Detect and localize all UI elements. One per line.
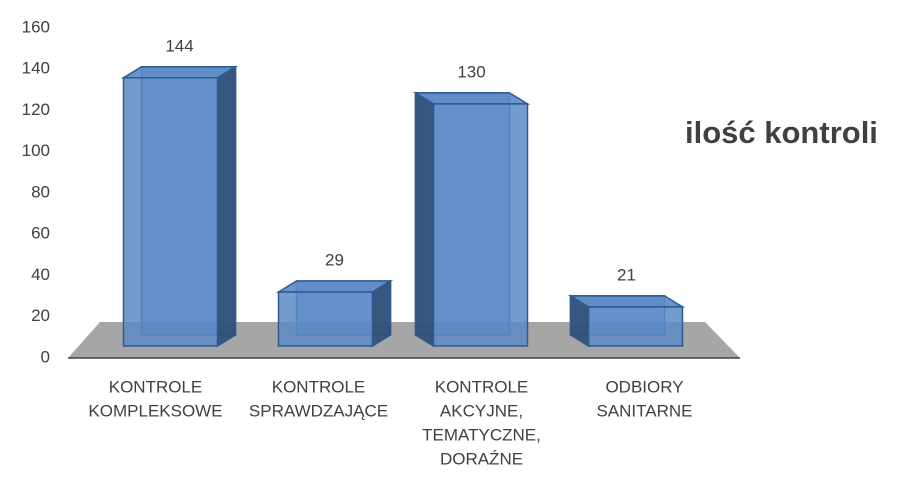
- bar-face: [432, 103, 529, 347]
- chart-title: ilość kontroli: [685, 115, 878, 150]
- bar: [567, 294, 686, 348]
- y-tick-label: 160: [22, 17, 50, 36]
- bar-face: [587, 306, 684, 347]
- x-tick-label: SPRAWDZAJĄCE: [249, 401, 388, 420]
- bar-face: [120, 66, 239, 79]
- y-tick-label: 100: [22, 141, 50, 160]
- y-tick-label: 120: [22, 100, 50, 119]
- bar-face: [275, 280, 394, 293]
- x-tick-label: TEMATYCZNE,: [422, 425, 541, 444]
- x-tick-label: AKCYJNE,: [440, 401, 523, 420]
- value-label: 130: [457, 62, 485, 81]
- bar: [120, 65, 239, 348]
- bar-face: [567, 295, 686, 308]
- x-tick-label: KOMPLEKSOWE: [88, 401, 222, 420]
- bar-face: [412, 92, 531, 105]
- x-tick-label: KONTROLE: [272, 377, 366, 396]
- bar-face: [216, 65, 237, 348]
- x-tick-label: KONTROLE: [435, 377, 529, 396]
- y-tick-label: 40: [31, 265, 50, 284]
- y-tick-label: 0: [41, 347, 50, 366]
- y-tick-label: 60: [31, 224, 50, 243]
- y-tick-label: 80: [31, 182, 50, 201]
- value-label: 144: [165, 36, 193, 55]
- x-tick-label: ODBIORY: [605, 377, 683, 396]
- bar-face: [414, 91, 435, 348]
- bar-face: [122, 77, 219, 347]
- x-tick-label: DORAŹNE: [440, 449, 523, 468]
- bar-face: [277, 291, 374, 347]
- value-label: 29: [325, 250, 344, 269]
- y-tick-label: 140: [22, 59, 50, 78]
- bar: [412, 91, 531, 348]
- x-tick-label: SANITARNE: [596, 401, 692, 420]
- bar: [275, 279, 394, 348]
- y-tick-label: 20: [31, 306, 50, 325]
- x-tick-label: KONTROLE: [109, 377, 203, 396]
- value-label: 21: [617, 265, 636, 284]
